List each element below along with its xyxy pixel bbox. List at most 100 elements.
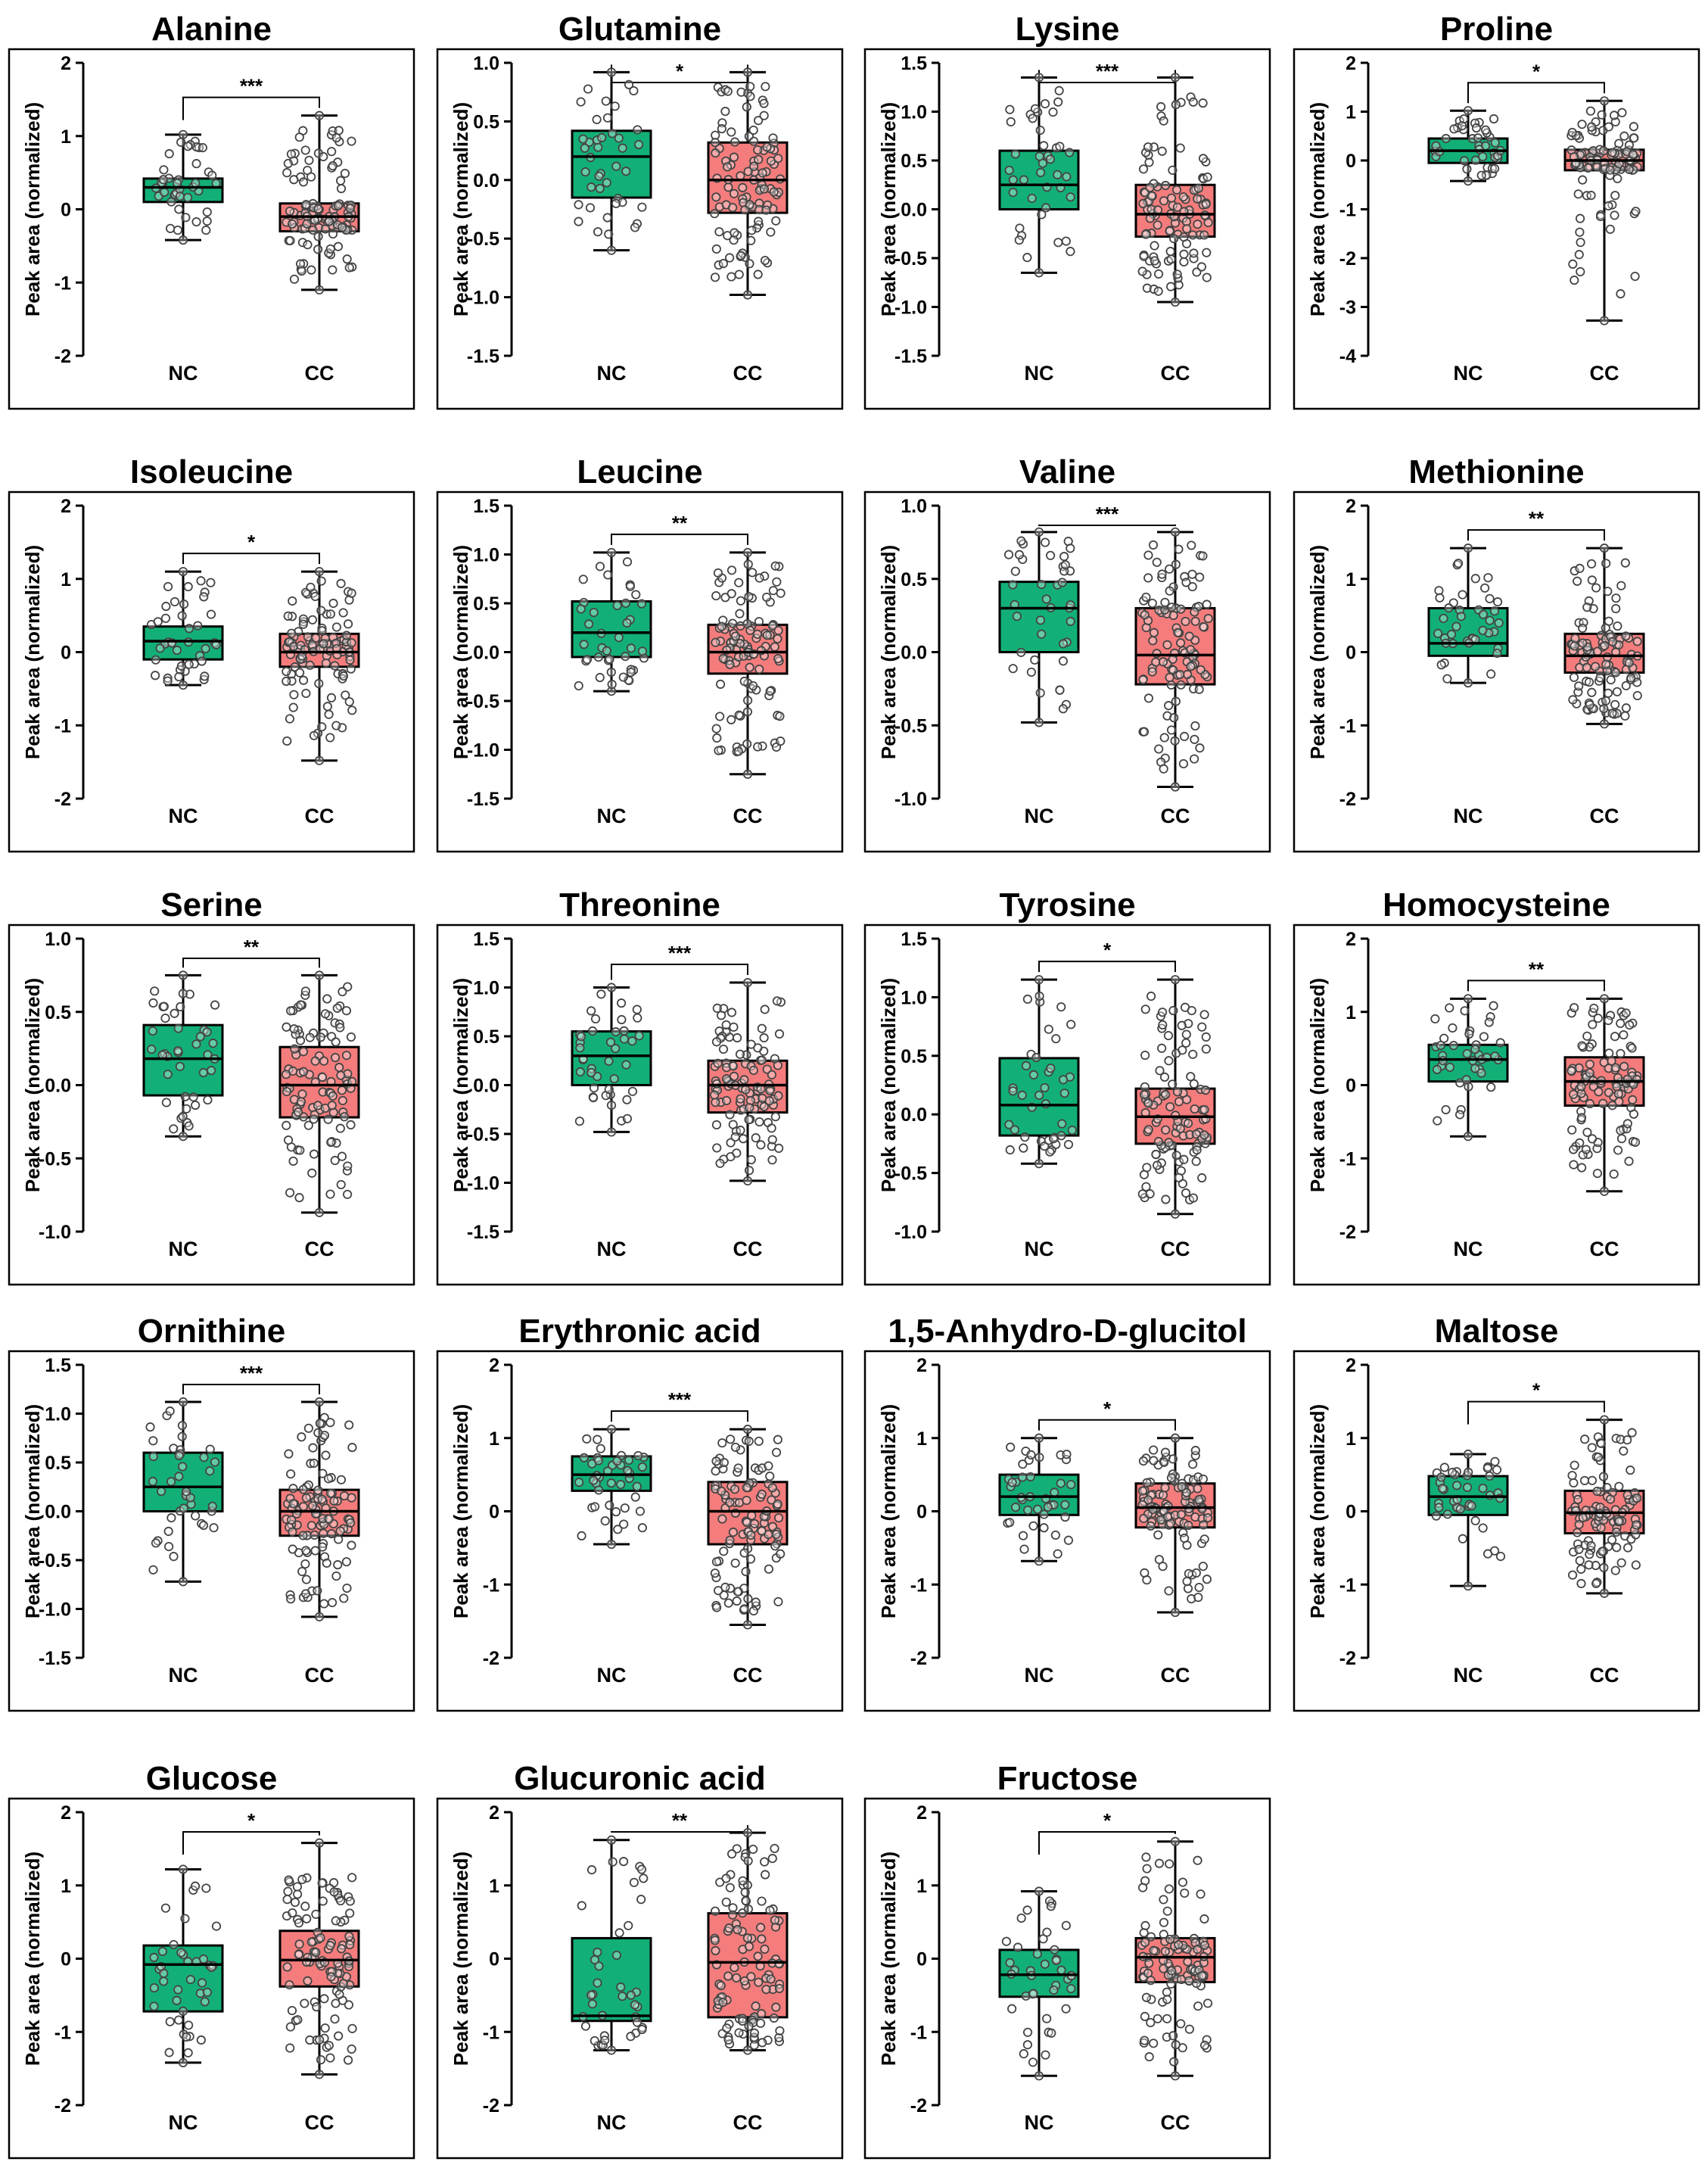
data-point xyxy=(1479,1032,1489,1042)
data-point xyxy=(611,1027,621,1037)
data-point xyxy=(634,1031,644,1041)
data-point xyxy=(1629,1109,1639,1119)
data-point xyxy=(1142,1163,1152,1173)
data-point xyxy=(335,1526,345,1536)
data-point xyxy=(314,1207,325,1217)
data-point xyxy=(742,1425,753,1434)
data-point xyxy=(614,1928,624,1938)
data-point xyxy=(758,168,767,178)
panel-frame xyxy=(8,924,415,1286)
data-point xyxy=(1470,574,1480,584)
data-point xyxy=(1170,1433,1181,1443)
data-point xyxy=(575,1043,585,1053)
data-point xyxy=(742,1483,751,1493)
data-point xyxy=(1028,114,1038,123)
data-point xyxy=(306,172,316,182)
data-point xyxy=(765,687,775,696)
data-point xyxy=(200,1997,210,2007)
data-point xyxy=(1197,1970,1207,1981)
data-point xyxy=(156,1487,166,1497)
data-point xyxy=(595,672,605,683)
data-point xyxy=(1628,1095,1638,1104)
data-point xyxy=(282,1895,292,1905)
data-point xyxy=(589,1083,599,1093)
data-point xyxy=(1060,1512,1070,1522)
data-point xyxy=(593,653,604,662)
data-point xyxy=(1066,1020,1076,1029)
data-point xyxy=(1034,1433,1044,1443)
data-point xyxy=(624,1920,633,1930)
y-tick-label: 0.5 xyxy=(473,1026,499,1048)
data-point xyxy=(282,1022,291,1032)
data-point xyxy=(1434,1503,1444,1512)
data-point xyxy=(577,1531,586,1540)
data-point xyxy=(1057,1119,1067,1129)
data-point xyxy=(1176,2019,1186,2029)
data-point xyxy=(1141,1992,1152,2002)
chart-title: Glutamine xyxy=(558,11,721,48)
data-point xyxy=(574,1478,584,1487)
data-point xyxy=(725,1883,735,1892)
data-point xyxy=(341,690,350,700)
data-point xyxy=(1186,662,1196,671)
data-point xyxy=(764,1096,774,1106)
data-point xyxy=(289,690,299,699)
data-point xyxy=(1190,1446,1200,1456)
data-point xyxy=(742,1620,753,1630)
data-point xyxy=(751,1133,761,1143)
data-point xyxy=(1603,587,1613,596)
data-point xyxy=(334,1534,344,1544)
data-point xyxy=(1439,613,1448,624)
data-point xyxy=(1188,1049,1198,1059)
data-point xyxy=(1607,709,1617,718)
data-point xyxy=(736,1445,745,1455)
y-axis-label: Peak area (normalized) xyxy=(450,545,472,759)
y-tick-label: 2 xyxy=(916,1355,927,1376)
y-tick-label: 1 xyxy=(1346,1002,1356,1023)
data-point xyxy=(1202,1998,1213,2008)
data-point xyxy=(1163,1030,1174,1041)
data-point xyxy=(720,1582,730,1592)
data-point xyxy=(576,1032,586,1042)
data-point xyxy=(322,994,332,1004)
data-point xyxy=(1585,1550,1594,1559)
data-point xyxy=(293,1889,303,1899)
data-point xyxy=(1044,1135,1053,1145)
data-point xyxy=(1191,1568,1201,1578)
data-point xyxy=(596,989,606,999)
data-point xyxy=(1187,1594,1196,1604)
significance-bracket xyxy=(611,1410,748,1422)
x-group-label: CC xyxy=(1590,1664,1619,1687)
data-point xyxy=(1442,674,1452,684)
data-point xyxy=(163,676,173,686)
data-point xyxy=(1467,1501,1476,1511)
data-point xyxy=(148,998,158,1008)
data-point xyxy=(296,1097,306,1107)
data-point xyxy=(1053,580,1062,590)
data-point xyxy=(1201,1032,1211,1042)
data-point xyxy=(1041,2050,1050,2060)
data-point xyxy=(337,223,347,232)
data-point xyxy=(728,1910,738,1920)
chart-title: Tyrosine xyxy=(999,886,1135,924)
data-point xyxy=(1198,1474,1209,1484)
data-point xyxy=(742,1495,751,1506)
data-point xyxy=(1576,238,1585,248)
data-point xyxy=(1462,1482,1473,1492)
data-point xyxy=(590,2036,599,2046)
data-point xyxy=(1143,1495,1153,1505)
significance-label: ** xyxy=(1529,507,1545,530)
data-point xyxy=(1199,1914,1209,1924)
data-point xyxy=(1153,220,1162,230)
y-tick-label: -2 xyxy=(910,1648,927,1669)
data-point xyxy=(1148,636,1158,646)
data-point xyxy=(323,1474,334,1484)
data-point xyxy=(341,631,352,640)
data-point xyxy=(749,2028,760,2038)
data-point xyxy=(319,639,328,649)
data-point xyxy=(767,1854,777,1864)
data-point xyxy=(178,566,188,577)
data-point xyxy=(345,655,355,665)
data-point xyxy=(1046,550,1056,560)
